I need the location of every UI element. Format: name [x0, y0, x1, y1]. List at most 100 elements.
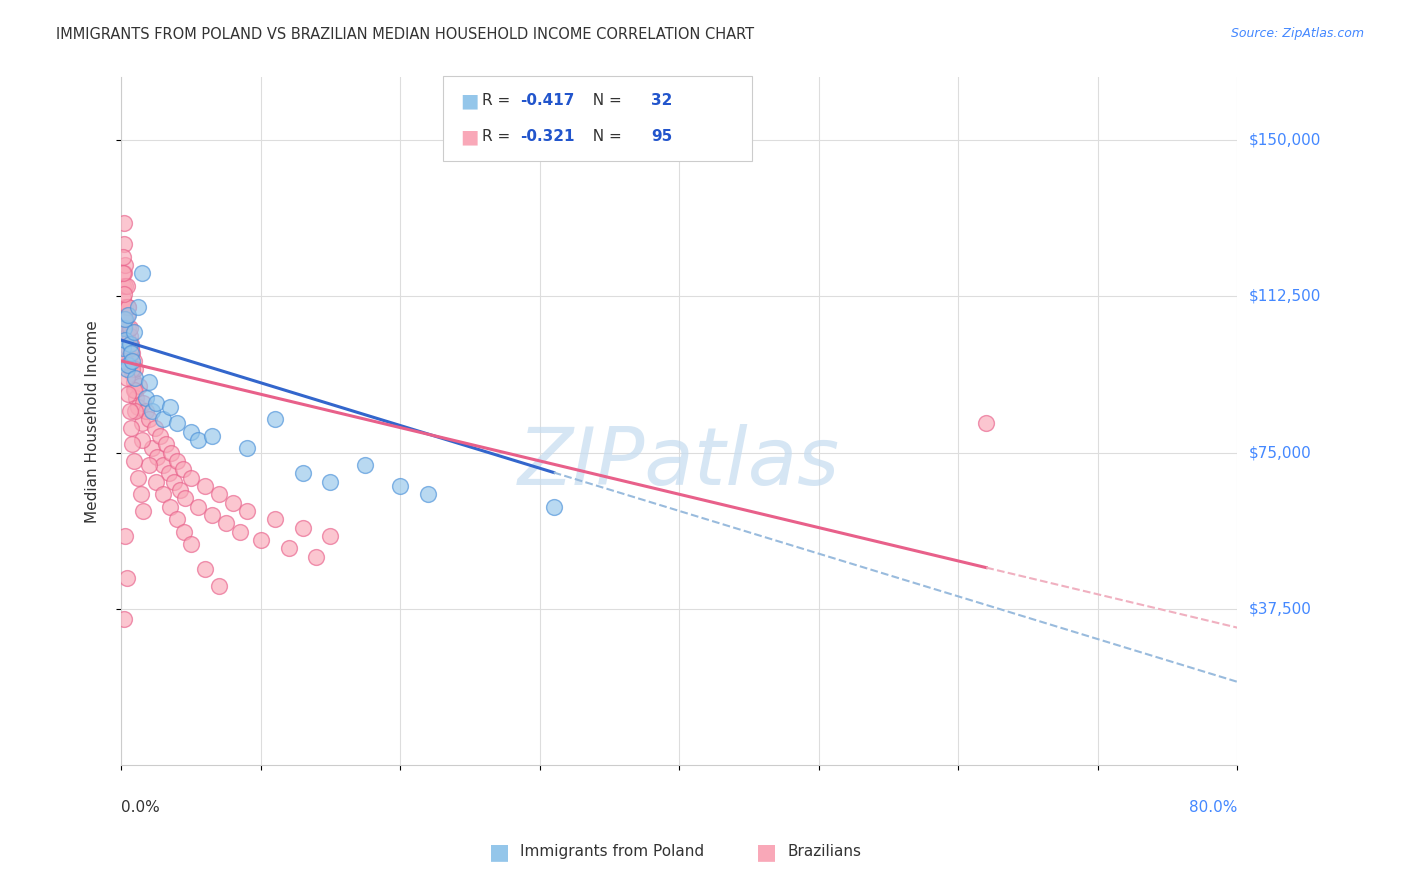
- Point: [160, 445, 183, 459]
- Point: [222, 495, 245, 509]
- Point: [291, 521, 314, 535]
- Point: [111, 278, 134, 293]
- Point: [112, 266, 135, 280]
- Point: [180, 425, 202, 439]
- Text: $75,000: $75,000: [1249, 445, 1312, 460]
- Point: [118, 320, 141, 334]
- Point: [122, 354, 145, 368]
- Point: [112, 237, 135, 252]
- Point: [319, 529, 342, 543]
- Point: [120, 337, 142, 351]
- Point: [118, 337, 141, 351]
- Point: [389, 479, 412, 493]
- Point: [141, 404, 163, 418]
- Point: [121, 354, 143, 368]
- Point: [208, 579, 231, 593]
- Text: -0.417: -0.417: [520, 94, 575, 108]
- Point: [127, 300, 149, 314]
- Point: [118, 329, 141, 343]
- Point: [114, 354, 136, 368]
- Point: [132, 395, 155, 409]
- Point: [122, 375, 145, 389]
- Point: [201, 508, 224, 522]
- Point: [115, 370, 138, 384]
- Point: [122, 325, 145, 339]
- Point: [131, 433, 153, 447]
- Point: [117, 342, 139, 356]
- Point: [354, 458, 377, 472]
- Point: [115, 571, 138, 585]
- Text: 32: 32: [651, 94, 672, 108]
- Point: [138, 458, 160, 472]
- Point: [114, 300, 136, 314]
- Point: [180, 537, 202, 551]
- Point: [115, 329, 138, 343]
- Point: [120, 342, 142, 356]
- Point: [174, 491, 197, 506]
- Point: [118, 404, 141, 418]
- Point: [112, 216, 135, 230]
- Text: IMMIGRANTS FROM POLAND VS BRAZILIAN MEDIAN HOUSEHOLD INCOME CORRELATION CHART: IMMIGRANTS FROM POLAND VS BRAZILIAN MEDI…: [56, 27, 755, 42]
- Point: [305, 549, 328, 564]
- Point: [215, 516, 238, 531]
- Point: [127, 470, 149, 484]
- Point: [416, 487, 439, 501]
- Point: [159, 500, 181, 514]
- Point: [143, 420, 166, 434]
- Text: N =: N =: [583, 129, 627, 144]
- Point: [121, 345, 143, 359]
- Point: [135, 404, 157, 418]
- Point: [117, 308, 139, 322]
- Point: [114, 333, 136, 347]
- Point: [114, 278, 136, 293]
- Y-axis label: Median Household Income: Median Household Income: [86, 320, 100, 523]
- Point: [117, 358, 139, 372]
- Point: [180, 470, 202, 484]
- Point: [145, 475, 167, 489]
- Point: [120, 345, 142, 359]
- Point: [138, 375, 160, 389]
- Point: [129, 487, 152, 501]
- Text: Source: ZipAtlas.com: Source: ZipAtlas.com: [1230, 27, 1364, 40]
- Point: [124, 362, 146, 376]
- Point: [235, 442, 257, 456]
- Point: [277, 541, 299, 556]
- Point: [291, 467, 314, 481]
- Point: [117, 300, 139, 314]
- Point: [194, 562, 217, 576]
- Point: [120, 420, 142, 434]
- Point: [125, 392, 148, 406]
- Point: [112, 612, 135, 626]
- Point: [112, 308, 135, 322]
- Point: [263, 512, 285, 526]
- Point: [128, 379, 150, 393]
- Point: [112, 312, 135, 326]
- Point: [208, 487, 231, 501]
- Text: R =: R =: [482, 129, 516, 144]
- Point: [124, 370, 146, 384]
- Text: ■: ■: [756, 842, 776, 862]
- Point: [112, 287, 135, 301]
- Point: [169, 483, 191, 497]
- Text: -0.321: -0.321: [520, 129, 575, 144]
- Point: [152, 412, 174, 426]
- Point: [163, 475, 186, 489]
- Point: [117, 300, 139, 314]
- Text: R =: R =: [482, 94, 516, 108]
- Point: [111, 250, 134, 264]
- Point: [146, 450, 169, 464]
- Text: 95: 95: [651, 129, 672, 144]
- Point: [235, 504, 257, 518]
- Point: [118, 350, 141, 364]
- Text: $37,500: $37,500: [1249, 601, 1312, 616]
- Point: [120, 358, 142, 372]
- Point: [138, 412, 160, 426]
- Point: [111, 342, 134, 356]
- Text: N =: N =: [583, 94, 627, 108]
- Point: [187, 500, 209, 514]
- Point: [124, 404, 146, 418]
- Point: [127, 400, 149, 414]
- Point: [114, 258, 136, 272]
- Point: [135, 392, 157, 406]
- Point: [152, 458, 174, 472]
